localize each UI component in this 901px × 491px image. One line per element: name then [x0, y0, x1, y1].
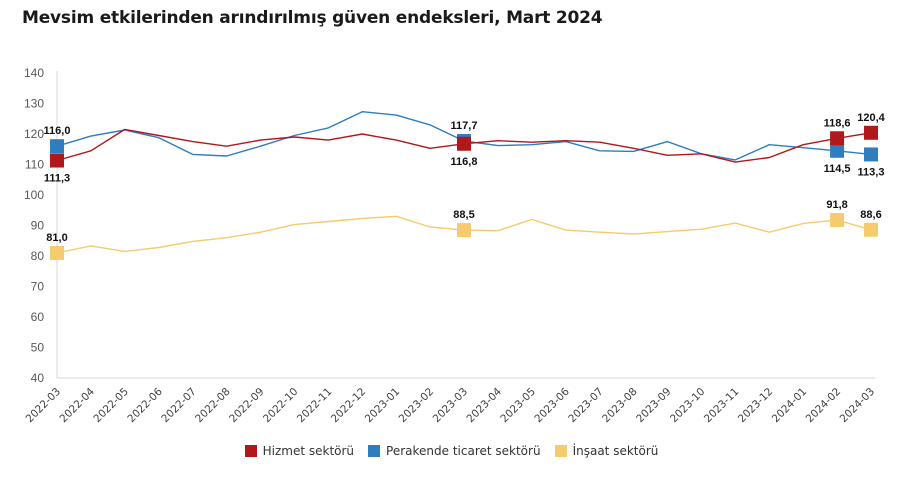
x-tick-label: 2023-12 — [736, 386, 776, 426]
legend-swatch — [244, 445, 257, 457]
legend-item: Hizmet sektörü — [244, 444, 355, 458]
data-marker — [50, 245, 64, 260]
legend-swatch — [554, 445, 567, 457]
data-marker — [830, 131, 845, 146]
x-tick-label: 2023-07 — [566, 386, 606, 426]
data-labels: 81,0 88,5 91,8 88,6 116,0 117,7 114,5 113,3 111,… — [44, 112, 886, 244]
data-label: 120,4 — [857, 112, 885, 124]
x-tick-label: 2022-08 — [193, 386, 233, 426]
data-label: 88,6 — [860, 209, 881, 221]
data-marker — [457, 136, 471, 151]
y-tick-label: 140 — [24, 66, 44, 80]
x-tick-label: 2022-05 — [91, 386, 131, 426]
chart-title: Mevsim etkilerinden arındırılmış güven e… — [22, 8, 603, 28]
x-tick-label: 2024-01 — [770, 386, 810, 426]
x-tick-label: 2023-03 — [431, 386, 471, 426]
x-tick-label: 2022-07 — [159, 386, 199, 426]
data-marker — [50, 153, 64, 168]
data-label: 116,0 — [44, 125, 71, 137]
series-markers — [50, 125, 878, 260]
legend: Hizmet sektörü Perakende ticaret sektörü İ… — [0, 444, 901, 458]
y-tick-label: 70 — [31, 280, 45, 294]
data-label: 116,8 — [451, 156, 478, 168]
legend-item: Perakende ticaret sektörü — [368, 444, 541, 458]
y-tick-label: 80 — [31, 249, 45, 263]
y-tick-label: 50 — [31, 341, 45, 355]
y-tick-label: 90 — [31, 219, 45, 233]
data-marker — [830, 143, 845, 158]
x-tick-label: 2022-06 — [125, 385, 165, 425]
legend-label: Hizmet sektörü — [262, 444, 355, 458]
y-tick-label: 100 — [24, 188, 44, 202]
x-tick-label: 2022-09 — [227, 386, 267, 426]
y-tick-label: 60 — [31, 310, 45, 324]
data-label: 113,3 — [858, 166, 885, 178]
data-marker — [864, 125, 878, 140]
x-tick-label: 2023-02 — [397, 386, 437, 426]
x-tick-label: 2023-11 — [702, 386, 742, 426]
data-label: 81,0 — [46, 232, 67, 244]
y-tick-label: 110 — [25, 158, 44, 172]
x-tick-label: 2023-01 — [363, 386, 403, 426]
x-tick-label: 2023-08 — [600, 386, 640, 426]
data-label: 117,7 — [451, 120, 478, 132]
data-label: 111,3 — [44, 173, 70, 185]
data-label: 114,5 — [824, 163, 851, 175]
x-tick-label: 2024-03 — [838, 386, 878, 426]
y-tick-label: 130 — [24, 97, 44, 111]
x-tick-label: 2023-05 — [498, 386, 538, 426]
legend-label: İnşaat sektörü — [572, 444, 659, 458]
x-tick-label: 2022-04 — [58, 385, 98, 425]
data-label: 88,5 — [453, 209, 474, 221]
data-marker — [864, 147, 878, 162]
y-tick-label: 120 — [24, 127, 44, 141]
x-tick-label: 2022-11 — [295, 386, 335, 426]
x-tick-label: 2023-06 — [532, 385, 572, 425]
data-label: 118,6 — [824, 117, 851, 129]
data-marker — [457, 223, 471, 238]
data-marker — [864, 222, 878, 237]
x-tick-label: 2023-10 — [668, 386, 708, 426]
x-tick-label: 2022-12 — [329, 386, 369, 426]
x-tick-label: 2022-10 — [261, 386, 301, 426]
data-marker — [50, 139, 64, 154]
data-label: 91,8 — [826, 199, 847, 211]
data-marker — [830, 213, 845, 228]
x-tick-label: 2023-09 — [634, 386, 674, 426]
y-tick-label: 40 — [31, 371, 45, 385]
legend-swatch — [368, 445, 381, 457]
x-tick-label: 2024-02 — [804, 386, 844, 426]
x-tick-label: 2022-03 — [24, 386, 64, 426]
x-tick-label: 2023-04 — [465, 385, 505, 425]
legend-label: Perakende ticaret sektörü — [386, 444, 541, 458]
legend-item: İnşaat sektörü — [554, 444, 659, 458]
